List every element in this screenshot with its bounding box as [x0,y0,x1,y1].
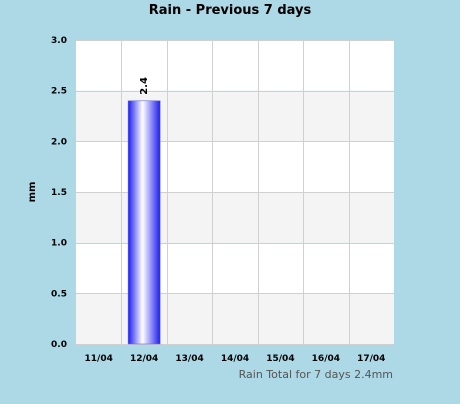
plot-band [76,192,394,243]
x-tick-label: 11/04 [85,354,113,364]
x-tick-label: 16/04 [312,354,340,364]
y-axis-label: mm [27,182,38,203]
y-tick-label: 0.5 [51,289,67,299]
x-tick-label: 12/04 [130,354,158,364]
plot-band [76,242,394,294]
y-axis-ticks: 0.0 0.5 1.0 1.5 2.0 2.5 3.0 [51,36,67,350]
y-tick-label: 2.5 [51,87,67,97]
y-tick-label: 2.0 [51,137,67,147]
plot-band [76,293,394,344]
y-tick-label: 3.0 [51,36,67,46]
x-axis-ticks: 11/04 12/04 13/04 14/04 15/04 16/04 17/04 [85,354,386,364]
x-tick-label: 15/04 [266,354,294,364]
data-labels: 2.4 [139,77,150,95]
x-tick-label: 17/04 [357,354,385,364]
y-tick-label: 1.5 [51,188,67,198]
y-tick-label: 0.0 [51,340,67,350]
plot-band [76,90,394,142]
bar-12-04 [127,100,161,345]
data-label: 2.4 [139,77,150,95]
x-tick-label: 13/04 [175,354,203,364]
y-tick-label: 1.0 [51,239,67,249]
x-tick-label: 14/04 [221,354,249,364]
plot-band [76,141,394,192]
chart-title: Rain - Previous 7 days [149,3,312,18]
rain-total-text: Rain Total for 7 days 2.4mm [239,368,393,381]
plot-band [76,40,394,91]
bar-series [127,100,161,345]
